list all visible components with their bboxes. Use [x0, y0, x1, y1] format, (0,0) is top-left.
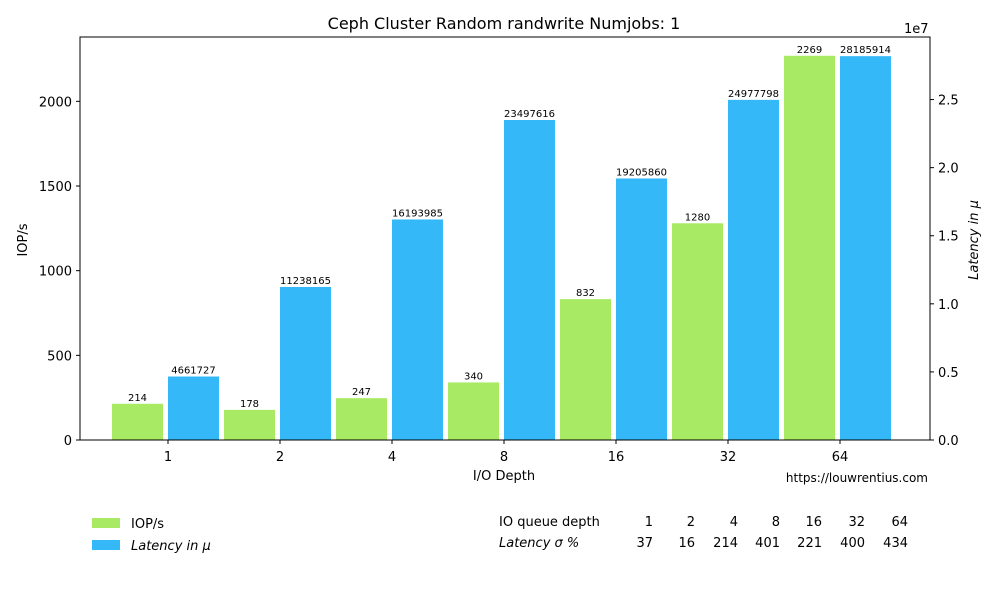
- table-sigma-cell: 401: [755, 536, 780, 551]
- y-axis-label: IOP/s: [16, 223, 31, 256]
- table-depth-cell: 4: [730, 515, 738, 530]
- x-tick-label: 4: [388, 450, 396, 465]
- bar-latency: [392, 219, 443, 440]
- legend-swatch: [92, 540, 120, 550]
- table-depth-cell: 32: [848, 515, 865, 530]
- x-tick-label: 8: [500, 450, 508, 465]
- table-depth-cell: 16: [805, 515, 822, 530]
- table-depth-cell: 1: [645, 515, 653, 530]
- bar-latency: [616, 178, 667, 440]
- bar-latency: [840, 56, 891, 441]
- bar-iops: [224, 409, 275, 440]
- table-depth-cell: 64: [891, 515, 908, 530]
- data-label-latency: 16193985: [392, 208, 443, 219]
- data-label-iops: 1280: [685, 212, 710, 223]
- y2-tick-label: 1.0: [938, 298, 959, 313]
- x-tick-label: 32: [720, 450, 737, 465]
- x-axis-label: I/O Depth: [473, 469, 535, 484]
- table-row-label: Latency σ %: [499, 536, 579, 551]
- data-label-latency: 28185914: [840, 45, 891, 56]
- x-tick-label: 1: [164, 450, 172, 465]
- data-label-iops: 832: [576, 288, 595, 299]
- data-label-iops: 214: [128, 393, 147, 404]
- source-link: https://louwrentius.com: [786, 471, 928, 485]
- legend: IOP/s Latency in μ: [92, 517, 211, 554]
- data-label-iops: 247: [352, 387, 371, 398]
- data-label-iops: 178: [240, 399, 259, 410]
- bar-latency: [168, 376, 219, 440]
- data-label-latency: 4661727: [171, 366, 216, 377]
- table-sigma-cell: 221: [797, 536, 822, 551]
- y2-tick-label: 2.0: [938, 162, 959, 177]
- axes-layer: 1 2 4 8 16 32 64 0 500 1000 1500 2000 0.0 0.5 1.0 1.5 2.…: [39, 94, 959, 465]
- bar-latency: [504, 120, 555, 440]
- y-tick-label: 0: [64, 434, 72, 449]
- y-tick-label: 2000: [39, 95, 72, 110]
- legend-swatch: [92, 518, 120, 528]
- table-sigma-cell: 214: [713, 536, 738, 551]
- y2-exponent-label: 1e7: [904, 22, 929, 37]
- data-label-iops: 2269: [797, 45, 822, 56]
- stats-table: IO queue depth Latency σ % 1 37 2 16 4 214 8 401 1…: [499, 515, 908, 551]
- table-sigma-cell: 37: [636, 536, 653, 551]
- y2-tick-label: 1.5: [938, 230, 959, 245]
- bar-latency: [728, 99, 779, 441]
- y-tick-label: 1500: [39, 180, 72, 195]
- data-label-latency: 24977798: [728, 89, 779, 100]
- data-label-latency: 11238165: [280, 276, 331, 287]
- data-label-latency: 19205860: [616, 167, 667, 178]
- table-depth-cell: 8: [772, 515, 780, 530]
- table-depth-cell: 2: [687, 515, 695, 530]
- bar-iops: [672, 223, 723, 440]
- chart-title: Ceph Cluster Random randwrite Numjobs: 1: [328, 14, 681, 33]
- x-tick-label: 64: [832, 450, 849, 465]
- y2-tick-label: 0.5: [938, 366, 959, 381]
- data-label-latency: 23497616: [504, 109, 555, 120]
- table-sigma-cell: 434: [883, 536, 908, 551]
- bar-iops: [112, 403, 163, 440]
- x-tick-label: 16: [608, 450, 625, 465]
- y2-tick-label: 0.0: [938, 434, 959, 449]
- bar-iops: [448, 382, 499, 440]
- bar-iops: [336, 398, 387, 440]
- y-tick-label: 500: [47, 349, 72, 364]
- legend-label: Latency in μ: [131, 539, 211, 554]
- table-sigma-cell: 400: [840, 536, 865, 551]
- bars-layer: 214 4661727 178 11238165 247 16193985 340 23497…: [112, 45, 891, 441]
- x-tick-label: 2: [276, 450, 284, 465]
- bar-iops: [560, 299, 611, 440]
- bar-latency: [280, 286, 331, 440]
- table-sigma-cell: 16: [678, 536, 695, 551]
- y2-axis-label: Latency in μ: [967, 200, 982, 280]
- data-label-iops: 340: [464, 371, 483, 382]
- bar-iops: [784, 55, 835, 440]
- y2-tick-label: 2.5: [938, 94, 959, 109]
- y-tick-label: 1000: [39, 265, 72, 280]
- plot-frame: [79, 36, 931, 441]
- legend-label: IOP/s: [131, 517, 164, 532]
- table-header-label: IO queue depth: [499, 515, 600, 530]
